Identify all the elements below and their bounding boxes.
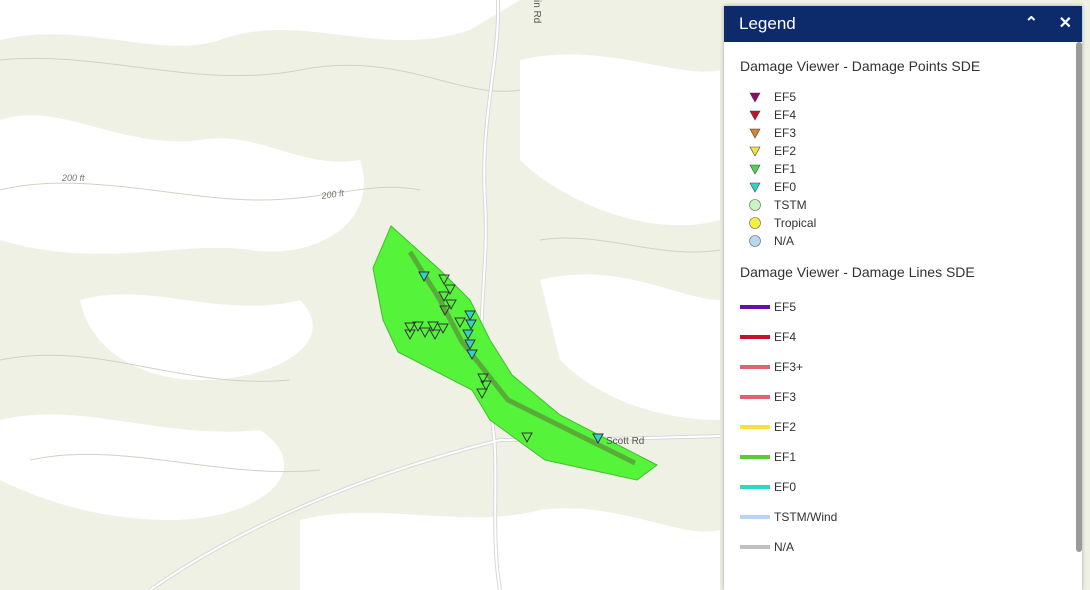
legend-item-label: EF2 [774, 144, 797, 158]
collapse-button[interactable]: ⌃ [1024, 15, 1038, 32]
legend-symbol [749, 92, 761, 103]
legend-item-label: TSTM/Wind [774, 510, 838, 524]
legend-panel: Legend ⌃ ✕ Damage Viewer - Damage Points… [724, 6, 1082, 590]
symbol-shape [749, 146, 761, 157]
damage-area [372, 225, 658, 481]
damage-track [407, 250, 637, 466]
legend-item-label: EF4 [774, 330, 797, 344]
symbol-shape [749, 217, 761, 229]
symbol-shape [749, 199, 761, 211]
legend-symbol [740, 305, 770, 309]
legend-item-label: EF1 [774, 450, 797, 464]
symbol-shape [749, 182, 761, 193]
legend-symbol [749, 128, 761, 139]
legend-symbol [740, 545, 770, 549]
legend-item-label: TSTM [774, 198, 807, 212]
legend-item-label: N/A [774, 234, 795, 248]
legend-symbol [740, 455, 770, 459]
legend-item-label: Tropical [774, 216, 817, 230]
legend-header: Legend ⌃ ✕ [724, 6, 1082, 42]
legend-symbol [749, 235, 761, 247]
legend-item-label: EF5 [774, 90, 797, 104]
section-title: Damage Viewer - Damage Points SDE [740, 58, 981, 74]
legend-body: Damage Viewer - Damage Points SDE EF5 EF4 E… [724, 42, 1074, 590]
close-button[interactable]: ✕ [1058, 15, 1072, 32]
legend-symbol [740, 515, 770, 519]
map-label: 200 ft [320, 188, 345, 201]
legend-item-label: EF5 [774, 300, 797, 314]
roads-inner [149, 0, 721, 590]
symbol-shape [749, 235, 761, 247]
legend-symbol [749, 199, 761, 211]
legend-symbol [749, 110, 761, 121]
legend-item-label: EF3 [774, 126, 797, 140]
legend-item-label: EF2 [774, 420, 797, 434]
map-label: Scott Rd [606, 436, 644, 447]
legend-item-label: EF3 [774, 390, 797, 404]
terrain [0, 0, 720, 590]
map-label: in Rd [531, 0, 542, 23]
scrollbar[interactable] [1076, 42, 1082, 552]
legend-symbol [749, 217, 761, 229]
legend-item-label: EF3+ [774, 360, 804, 374]
legend-symbol [749, 146, 761, 157]
legend-symbol [740, 335, 770, 339]
legend-item-label: EF0 [774, 180, 797, 194]
section-title: Damage Viewer - Damage Lines SDE [740, 264, 975, 280]
symbol-shape [749, 92, 761, 103]
symbol-shape [749, 164, 761, 175]
legend-symbol [740, 485, 770, 489]
symbol-shape [749, 128, 761, 139]
legend-symbol [740, 425, 770, 429]
legend-symbol [740, 395, 770, 399]
legend-item-label: EF1 [774, 162, 797, 176]
legend-item-label: EF4 [774, 108, 797, 122]
symbol-shape [749, 110, 761, 121]
legend-symbol [749, 182, 761, 193]
legend-symbol [749, 164, 761, 175]
legend-title: Legend [739, 14, 796, 33]
contours [0, 57, 721, 473]
legend-item-label: N/A [774, 540, 795, 554]
damage-points [404, 271, 604, 445]
legend-item-label: EF0 [774, 480, 797, 494]
legend-symbol [740, 365, 770, 369]
map-label: 200 ft [61, 173, 85, 183]
